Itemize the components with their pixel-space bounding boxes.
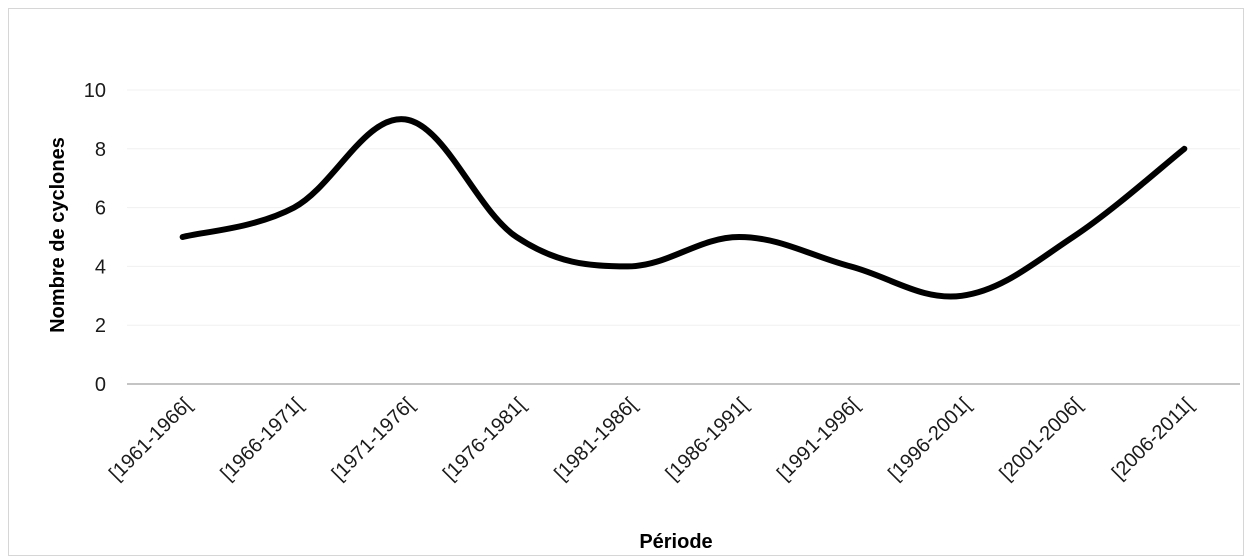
data-point: [404, 118, 406, 120]
y-axis-ticks: 0 2 4 6 8 10: [84, 80, 106, 396]
gridlines: [127, 89, 1240, 326]
data-point: [849, 265, 851, 267]
y-tick-label: 6: [95, 198, 106, 220]
y-tick-label: 10: [84, 80, 106, 102]
y-tick-label: 8: [95, 139, 106, 161]
y-tick-label: 0: [95, 374, 106, 396]
x-tick-label: [2006-2011[: [1108, 394, 1198, 484]
x-axis-title: Période: [639, 531, 712, 553]
y-tick-label: 4: [95, 256, 106, 278]
y-axis-title: Nombre de cyclones: [47, 137, 69, 333]
y-tick-label: 2: [95, 315, 106, 337]
data-point: [1183, 148, 1185, 150]
chart-frame: [8, 8, 1244, 556]
x-tick-label: [1986-1991[: [662, 394, 753, 485]
data-point: [627, 265, 629, 267]
series-group: [179, 116, 1188, 300]
x-axis-ticks: [1961-1966[[1966-1971[[1971-1976[[1976-1…: [105, 394, 1198, 485]
data-point: [182, 236, 184, 238]
x-tick-label: [2001-2006[: [996, 394, 1087, 485]
x-tick-label: [1971-1976[: [328, 394, 419, 485]
x-tick-label: [1976-1981[: [439, 394, 530, 485]
x-tick-label: [1981-1986[: [550, 394, 641, 485]
x-tick-label: [1961-1966[: [105, 394, 196, 485]
data-point: [293, 207, 295, 209]
x-tick-label: [1966-1971[: [216, 394, 307, 485]
x-tick-label: [1996-2001[: [884, 394, 975, 485]
x-tick-label: [1991-1996[: [773, 394, 864, 485]
series-line: [179, 116, 1188, 300]
data-point: [516, 236, 518, 238]
data-point: [961, 295, 963, 297]
data-point: [1072, 236, 1074, 238]
data-point: [738, 236, 740, 238]
